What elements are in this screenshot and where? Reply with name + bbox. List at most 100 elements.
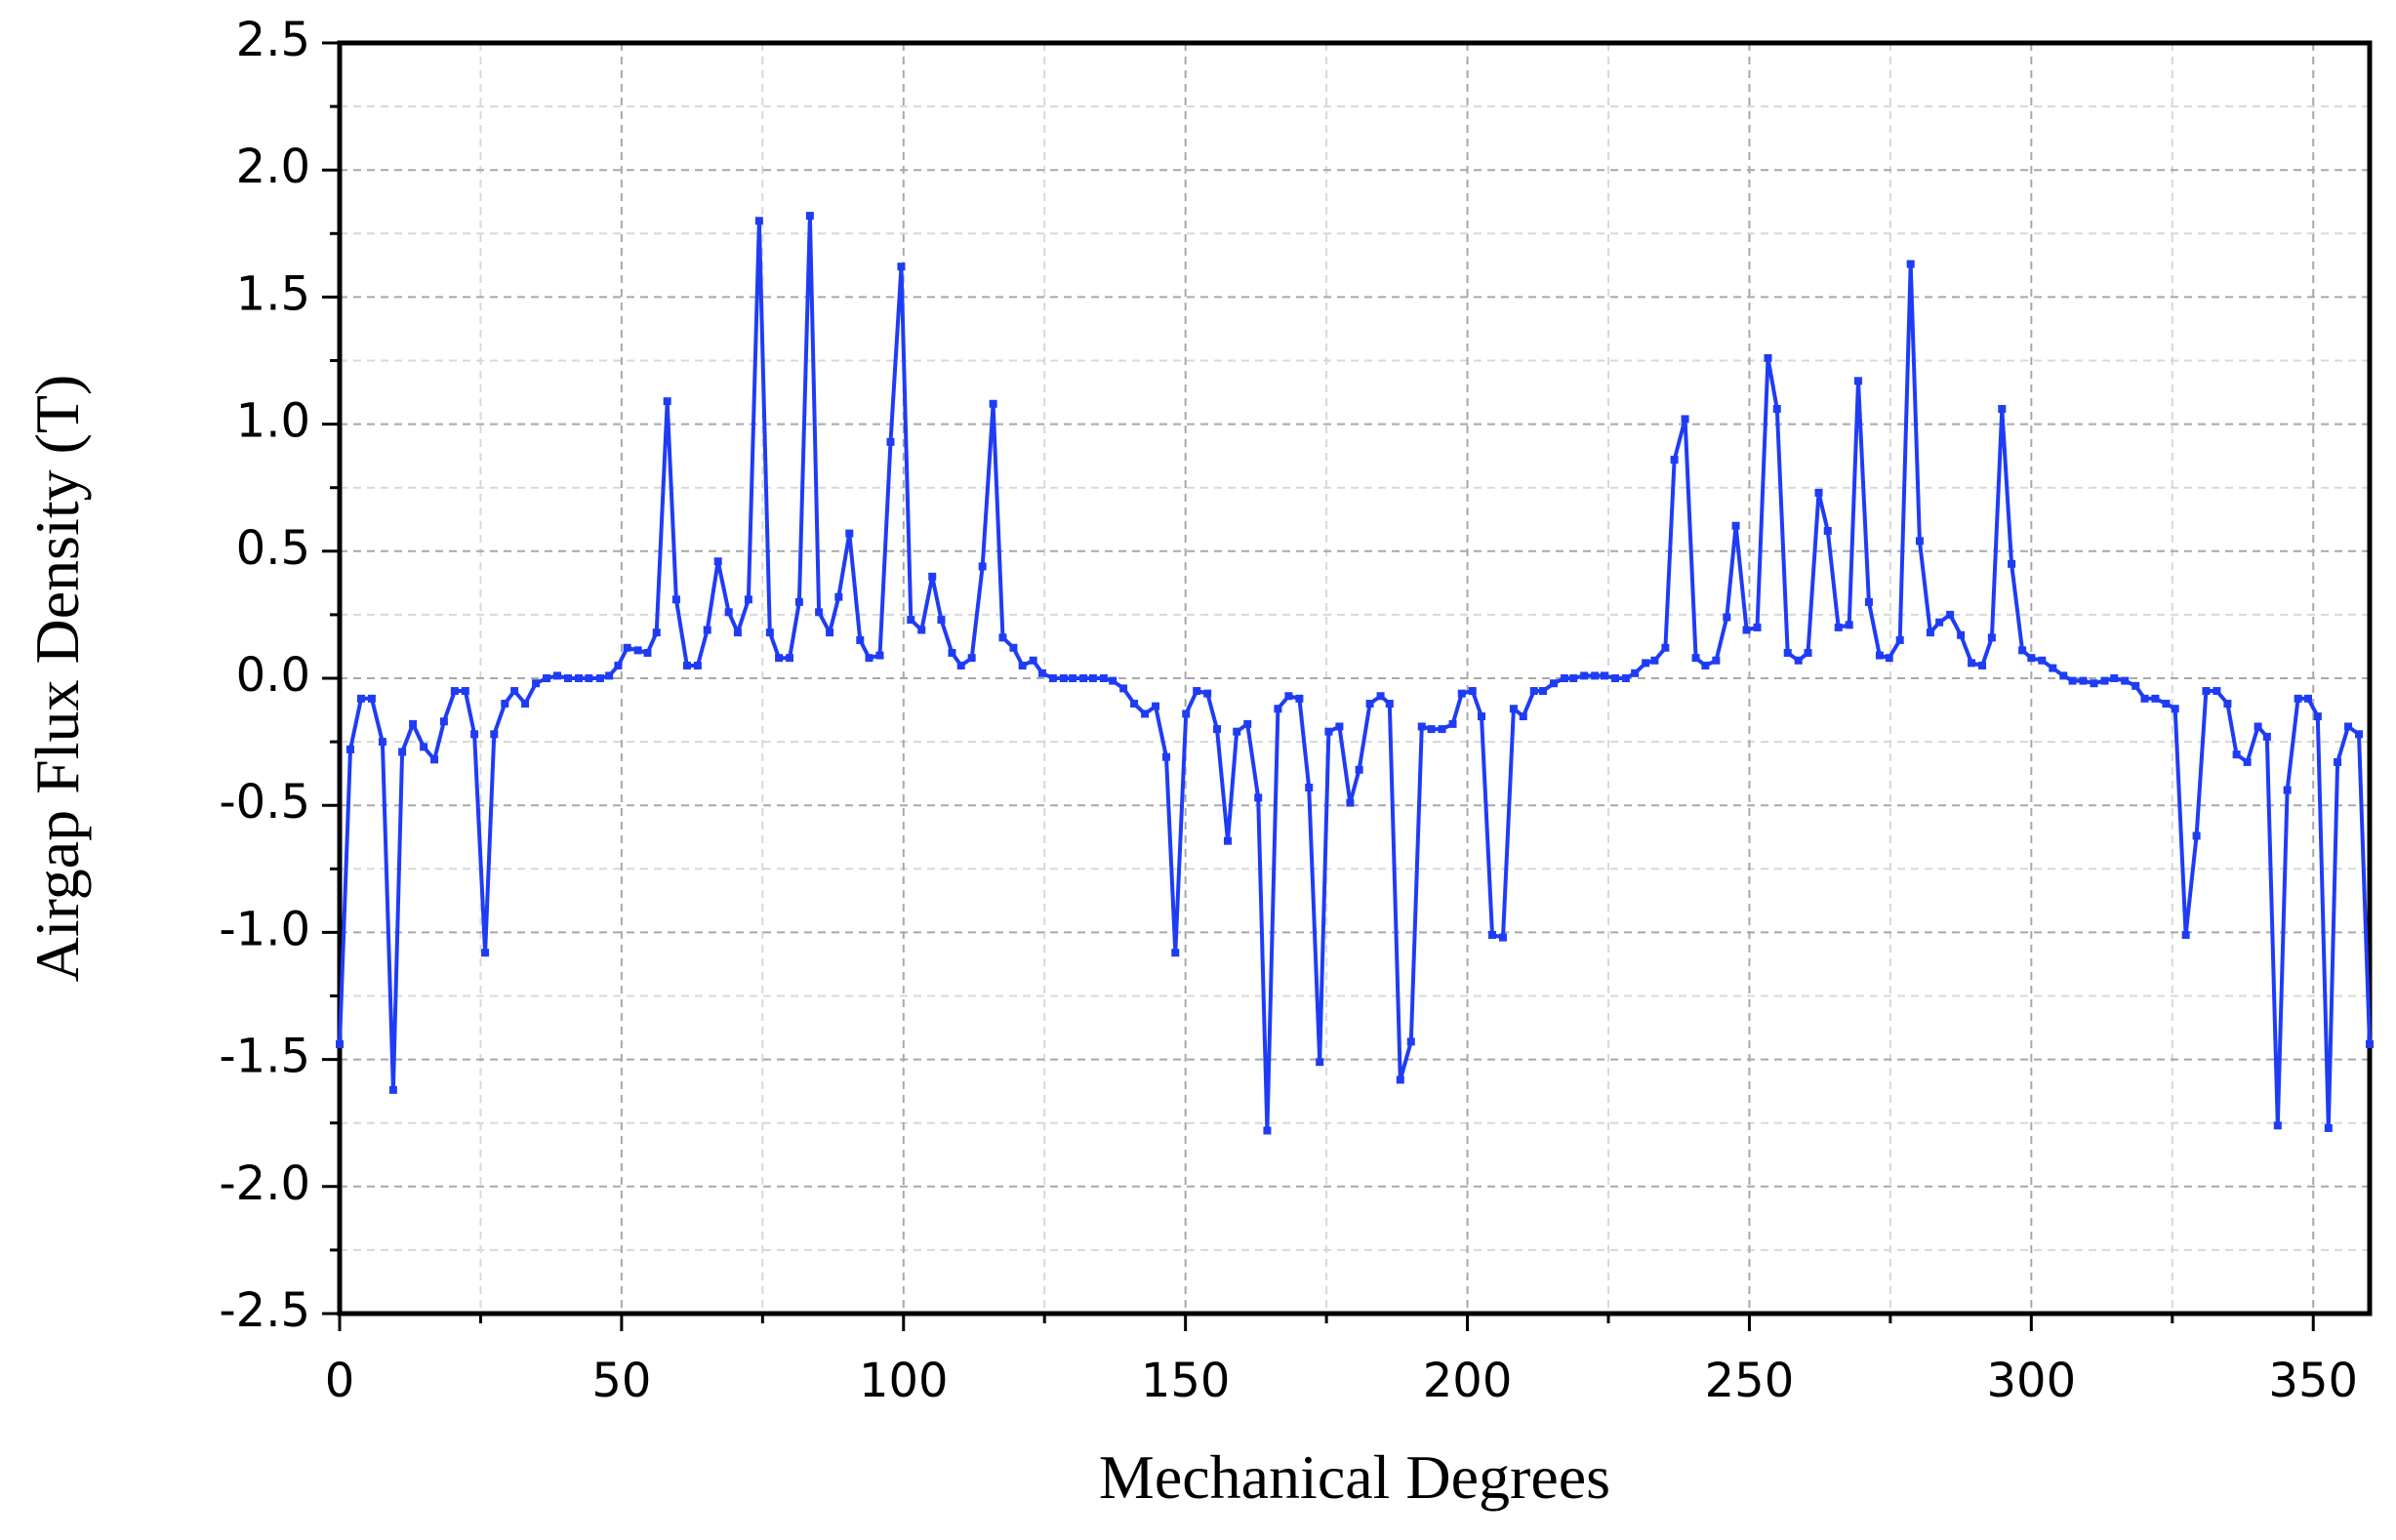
data-point: [2110, 674, 2119, 682]
data-point: [1631, 669, 1640, 677]
data-point: [1946, 610, 1955, 619]
data-point: [501, 700, 509, 709]
data-point: [1171, 949, 1180, 957]
data-point: [2273, 1121, 2282, 1130]
data-point: [703, 626, 711, 634]
data-point: [1263, 1126, 1272, 1135]
data-point: [1560, 674, 1568, 682]
data-point: [1834, 623, 1843, 631]
data-point: [1233, 727, 1241, 736]
data-point: [1335, 722, 1344, 731]
data-point: [439, 717, 448, 726]
data-point: [2171, 705, 2179, 713]
data-point: [1224, 836, 1232, 845]
data-point: [420, 743, 428, 751]
data-point: [1712, 656, 1721, 665]
data-point: [937, 616, 946, 625]
data-point: [786, 654, 794, 663]
data-point: [1284, 692, 1293, 701]
data-point: [682, 661, 691, 669]
data-point: [1417, 722, 1426, 731]
x-tick-label: 250: [1705, 1354, 1795, 1408]
data-point: [2008, 559, 2016, 568]
y-tick-label: 1.0: [236, 394, 310, 449]
y-tick-label: -0.5: [219, 775, 310, 830]
data-point: [2304, 694, 2313, 703]
data-point: [1935, 618, 1944, 627]
data-point: [2232, 750, 2241, 759]
data-point: [1957, 630, 1966, 639]
data-point: [1895, 635, 1904, 644]
data-point: [1661, 643, 1670, 652]
data-point: [614, 661, 623, 669]
x-tick-label: 0: [325, 1354, 355, 1408]
data-point: [1509, 705, 1518, 713]
data-point: [574, 674, 583, 682]
data-point: [2132, 681, 2140, 690]
data-point: [2355, 730, 2364, 739]
data-point: [1723, 613, 1731, 622]
data-point: [2366, 1039, 2374, 1048]
data-point: [605, 671, 614, 680]
data-point: [865, 654, 873, 663]
data-point: [1037, 669, 1046, 677]
data-point: [1915, 537, 1924, 546]
data-point: [2313, 712, 2322, 721]
data-point: [1162, 752, 1171, 761]
data-point: [367, 694, 376, 703]
data-point: [1438, 725, 1446, 734]
data-point: [1731, 521, 1740, 530]
data-point: [633, 646, 642, 655]
data-point: [1324, 727, 1333, 736]
data-point: [845, 529, 854, 538]
data-point: [1141, 709, 1150, 718]
data-point: [2334, 757, 2342, 766]
data-point: [430, 755, 439, 764]
data-point: [1794, 656, 1803, 665]
y-tick-label: -1.0: [219, 902, 310, 956]
data-point: [1048, 674, 1057, 682]
data-point: [1998, 404, 2007, 413]
data-point: [643, 648, 652, 657]
data-point: [470, 730, 479, 739]
data-point: [1600, 671, 1608, 680]
y-tick-label: 1.5: [236, 266, 310, 321]
data-point: [1642, 659, 1650, 668]
data-point: [2151, 694, 2160, 703]
data-point: [1978, 661, 1987, 669]
data-point: [1018, 661, 1027, 669]
data-point: [1203, 689, 1212, 698]
data-point: [1814, 488, 1823, 497]
data-point: [2059, 671, 2068, 680]
data-point: [2162, 700, 2171, 709]
data-point: [1569, 674, 1578, 682]
data-point: [1243, 719, 1252, 728]
data-point: [1987, 633, 1996, 642]
data-point: [1305, 783, 1314, 791]
data-point: [1650, 656, 1659, 665]
y-tick-label: 2.0: [236, 140, 310, 194]
y-axis-title: Airgap Flux Density (T): [22, 375, 92, 983]
data-point: [724, 608, 733, 617]
data-point: [2213, 687, 2221, 696]
data-point: [1610, 674, 1619, 682]
data-point: [1968, 659, 1976, 668]
data-point: [595, 674, 604, 682]
data-point: [1059, 674, 1068, 682]
data-point: [461, 687, 469, 696]
data-point: [805, 212, 814, 221]
data-point: [1119, 684, 1128, 693]
data-point: [1213, 725, 1222, 734]
data-point: [1742, 626, 1751, 634]
data-point: [481, 949, 490, 957]
data-point: [671, 595, 680, 604]
data-point: [1549, 679, 1558, 688]
data-point: [1468, 687, 1477, 696]
data-point: [1396, 1075, 1404, 1084]
data-point: [623, 643, 631, 652]
data-point: [1753, 623, 1762, 631]
y-tick-label: -1.5: [219, 1030, 310, 1084]
data-point: [652, 628, 661, 637]
data-point: [1845, 621, 1853, 629]
data-point: [378, 738, 386, 747]
